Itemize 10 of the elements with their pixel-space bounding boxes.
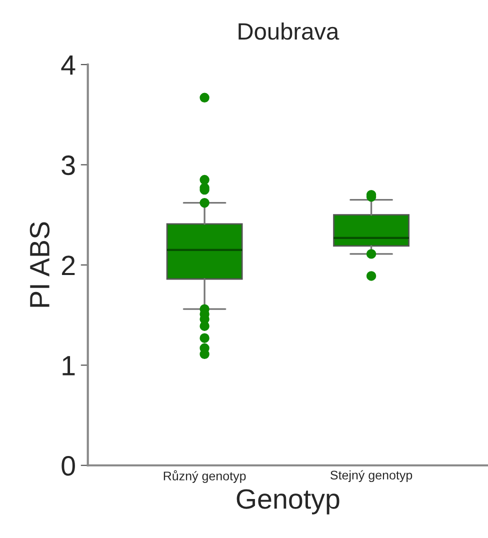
x-tick-label: Stejný genotyp bbox=[330, 470, 412, 482]
y-tick-label: 0 bbox=[62, 456, 75, 476]
x-tick-label: Různý genotyp bbox=[164, 470, 246, 483]
y-tick-label: 1 bbox=[62, 356, 75, 376]
y-axis-title: PI ABS bbox=[30, 222, 50, 307]
y-tick-label: 4 bbox=[61, 56, 76, 75]
y-tick-label: 2 bbox=[62, 256, 75, 276]
y-tick-label: 3 bbox=[62, 155, 75, 176]
x-axis-title: Genotyp bbox=[236, 489, 340, 514]
chart-title: Doubrava bbox=[238, 22, 340, 40]
